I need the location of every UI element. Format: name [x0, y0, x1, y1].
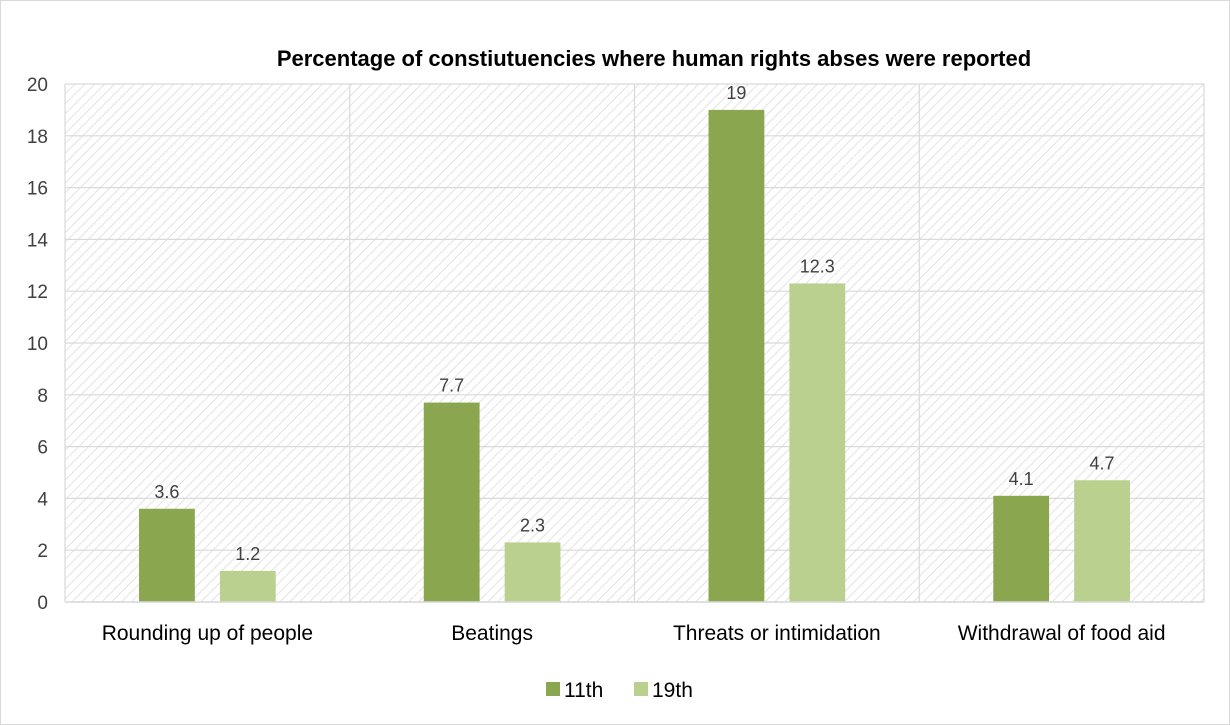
- data-label: 4.1: [1009, 469, 1034, 489]
- y-tick-label: 8: [37, 386, 48, 407]
- x-tick-label: Withdrawal of food aid: [958, 622, 1166, 645]
- y-tick-label: 16: [27, 179, 48, 200]
- bar-11th-3: [993, 495, 1050, 602]
- y-tick-label: 0: [37, 593, 48, 614]
- data-labels: 3.6 1.2 7.7 2.3 19 12.3 4.1 4.7: [154, 83, 1114, 564]
- data-label: 1.2: [235, 544, 260, 564]
- y-tick-label: 6: [37, 438, 48, 459]
- data-label: 3.6: [154, 482, 179, 502]
- bar-19th-0: [219, 570, 276, 602]
- y-axis: 0 2 4 6 8 10 12 14 16 18 20: [27, 75, 49, 614]
- y-tick-label: 10: [27, 334, 48, 355]
- y-tick-label: 12: [27, 282, 48, 303]
- y-tick-label: 20: [27, 75, 48, 96]
- data-label: 12.3: [800, 256, 835, 276]
- bar-19th-1: [504, 542, 561, 602]
- bar-19th-3: [1074, 480, 1130, 602]
- legend-swatch-11th: [546, 682, 560, 696]
- y-tick-label: 4: [37, 489, 48, 510]
- x-tick-label: Threats or intimidation: [673, 622, 881, 645]
- bar-11th-2: [708, 109, 765, 603]
- x-tick-label: Rounding up of people: [102, 622, 313, 645]
- data-label: 2.3: [520, 515, 545, 535]
- data-label: 7.7: [439, 376, 464, 396]
- x-tick-label: Beatings: [451, 622, 533, 645]
- bar-19th-2: [789, 283, 846, 602]
- legend: 11th 19th: [546, 679, 693, 702]
- y-tick-label: 18: [27, 127, 48, 148]
- bar-11th-0: [139, 508, 195, 602]
- bars: [139, 109, 1130, 603]
- data-label: 4.7: [1090, 453, 1115, 473]
- legend-label-11th: 11th: [564, 679, 603, 702]
- x-axis: Rounding up of people Beatings Threats or …: [65, 601, 1204, 645]
- legend-swatch-19th: [634, 682, 648, 696]
- legend-label-19th: 19th: [652, 679, 693, 702]
- y-tick-label: 14: [27, 230, 49, 251]
- y-tick-label: 2: [37, 541, 48, 562]
- chart-title: Percentage of constiutuencies where huma…: [277, 46, 1031, 71]
- bar-11th-1: [423, 402, 480, 602]
- data-label: 19: [726, 83, 746, 103]
